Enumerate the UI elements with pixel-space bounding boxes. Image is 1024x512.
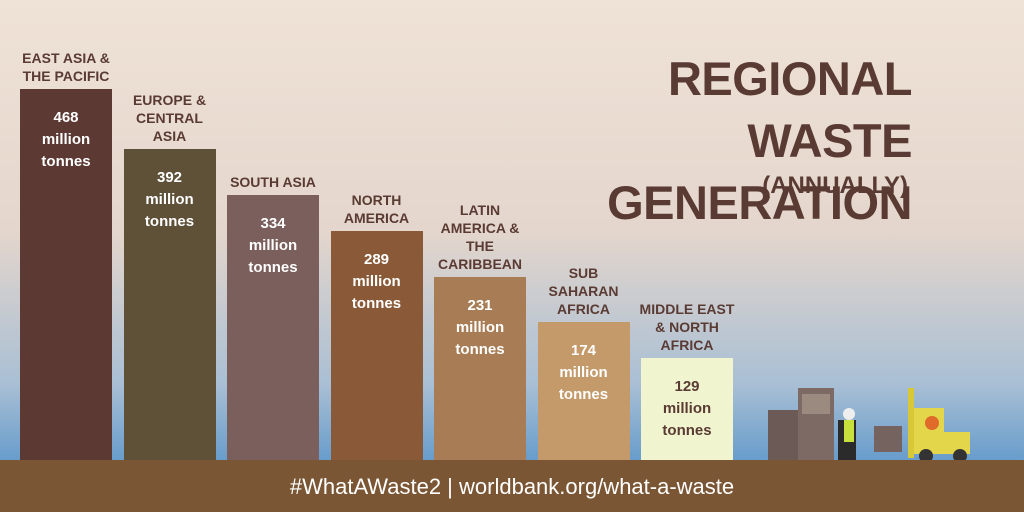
value-label: 289 million tonnes [351, 250, 402, 312]
footer: #WhatAWaste2 | worldbank.org/what-a-wast… [289, 474, 735, 499]
value-label: 174 million tonnes [558, 342, 609, 404]
category-label: SUB SAHARAN AFRICA [548, 265, 619, 318]
bar [641, 357, 733, 460]
category-label: MIDDLE EAST & NORTH AFRICA [639, 300, 735, 353]
bar [434, 276, 526, 460]
forklift-illustration [768, 388, 970, 462]
bar [20, 89, 112, 460]
bar [537, 322, 630, 460]
category-label: EUROPE & CENTRAL ASIA [132, 92, 207, 145]
value-label: 334 million tonnes [248, 215, 298, 277]
chart-subtitle: (ANNUALLY) [762, 172, 908, 199]
value-label: 468 million tonnes [41, 109, 91, 170]
bar [330, 230, 423, 460]
value-label: 129 million tonnes [662, 377, 712, 439]
ground-band [0, 460, 1024, 512]
category-label: NORTH AMERICA [343, 191, 410, 226]
category-label: EAST ASIA & THE PACIFIC [22, 50, 110, 84]
value-label: 231 million tonnes [455, 296, 505, 358]
category-label: LATIN AMERICA & THE CARIBBEAN [438, 201, 522, 272]
category-label: SOUTH ASIA [230, 174, 316, 191]
bar [227, 195, 319, 460]
bar [123, 149, 216, 460]
chart-title: REGIONAL WASTE GENERATION [607, 52, 912, 229]
value-label: 392 million tonnes [144, 169, 195, 231]
